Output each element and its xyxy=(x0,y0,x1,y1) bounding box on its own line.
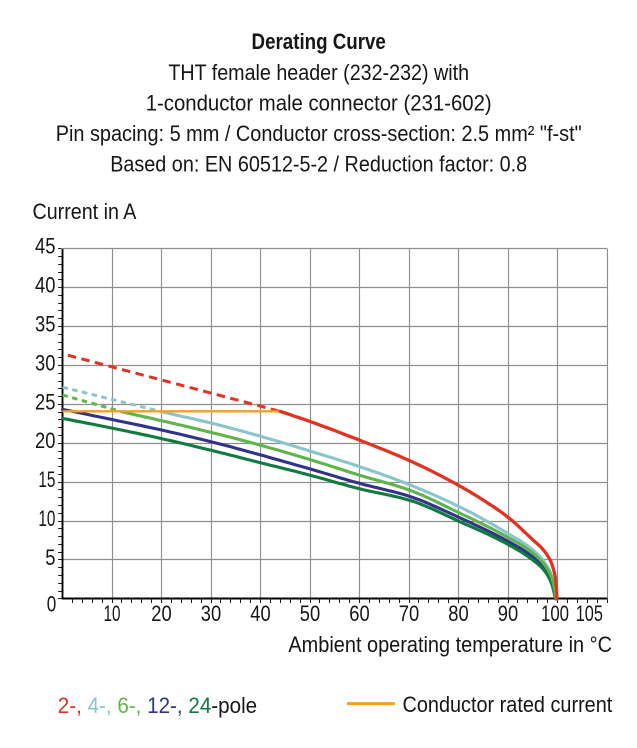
svg-text:35: 35 xyxy=(35,311,55,336)
svg-text:30: 30 xyxy=(35,350,55,375)
svg-text:Conductor rated current: Conductor rated current xyxy=(403,692,613,717)
svg-text:50: 50 xyxy=(300,601,320,626)
svg-text:40: 40 xyxy=(250,601,270,626)
svg-text:Ambient operating temperature: Ambient operating temperature in °C xyxy=(288,632,612,657)
svg-text:90: 90 xyxy=(498,601,518,626)
svg-text:60: 60 xyxy=(349,601,369,626)
svg-text:1-conductor male connector (23: 1-conductor male connector (231-602) xyxy=(146,90,492,115)
svg-text:2-,: 2-, xyxy=(58,693,88,718)
svg-text:70: 70 xyxy=(399,601,419,626)
svg-text:80: 80 xyxy=(448,601,468,626)
svg-text:10: 10 xyxy=(38,506,55,531)
svg-text:45: 45 xyxy=(35,234,55,259)
svg-text:4-,: 4-, xyxy=(88,693,118,718)
svg-text:100: 100 xyxy=(541,601,569,626)
svg-text:105: 105 xyxy=(576,601,603,626)
svg-text:25: 25 xyxy=(35,389,55,414)
svg-text:20: 20 xyxy=(35,428,55,453)
svg-text:Derating Curve: Derating Curve xyxy=(252,29,386,54)
svg-text:30: 30 xyxy=(201,601,221,626)
svg-text:-pole: -pole xyxy=(211,693,257,718)
svg-text:15: 15 xyxy=(38,467,55,492)
svg-text:20: 20 xyxy=(151,601,171,626)
svg-text:Current in A: Current in A xyxy=(33,199,137,224)
svg-text:12-,: 12-, xyxy=(147,693,188,718)
svg-text:10: 10 xyxy=(104,601,121,626)
svg-text:6-,: 6-, xyxy=(117,693,147,718)
svg-text:THT female header (232-232) wi: THT female header (232-232) with xyxy=(168,60,469,85)
svg-text:Based on: EN 60512-5-2 / Reduc: Based on: EN 60512-5-2 / Reduction facto… xyxy=(110,151,527,176)
svg-text:5: 5 xyxy=(45,545,55,570)
svg-text:40: 40 xyxy=(35,273,55,298)
svg-text:Pin spacing: 5 mm / Conductor: Pin spacing: 5 mm / Conductor cross-sect… xyxy=(56,121,582,146)
svg-text:24: 24 xyxy=(188,693,211,718)
svg-text:0: 0 xyxy=(47,592,57,617)
